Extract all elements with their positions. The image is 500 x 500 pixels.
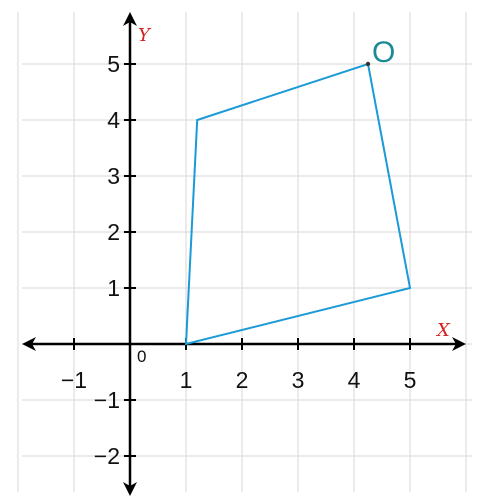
point-o-label: O <box>372 36 395 69</box>
axes <box>22 12 466 496</box>
x-tick-label: 4 <box>348 367 361 393</box>
y-tick-label: 4 <box>107 107 120 133</box>
y-axis-arrow-up-icon <box>123 12 137 26</box>
point-o-marker <box>365 61 371 67</box>
x-tick-label: 1 <box>180 367 193 393</box>
x-axis-arrow-left-icon <box>22 337 36 351</box>
y-tick-label: −2 <box>94 443 120 469</box>
y-tick-label: −1 <box>94 387 120 413</box>
x-tick-label: 2 <box>236 367 249 393</box>
axis-ticks: −1 1 2 3 4 5 −2 −1 1 2 3 4 5 <box>61 51 417 469</box>
y-axis-label: Y <box>138 25 152 46</box>
y-tick-label: 5 <box>107 51 120 77</box>
x-axis-arrow-right-icon <box>452 337 466 351</box>
x-tick-label: 5 <box>404 367 417 393</box>
x-tick-label: −1 <box>61 367 87 393</box>
y-tick-label: 1 <box>107 275 120 301</box>
x-axis-label: X <box>435 320 451 341</box>
origin-label: 0 <box>137 347 146 366</box>
y-tick-label: 3 <box>107 163 120 189</box>
y-tick-label: 2 <box>107 219 120 245</box>
x-tick-label: 3 <box>292 367 305 393</box>
y-axis-arrow-down-icon <box>123 482 137 496</box>
